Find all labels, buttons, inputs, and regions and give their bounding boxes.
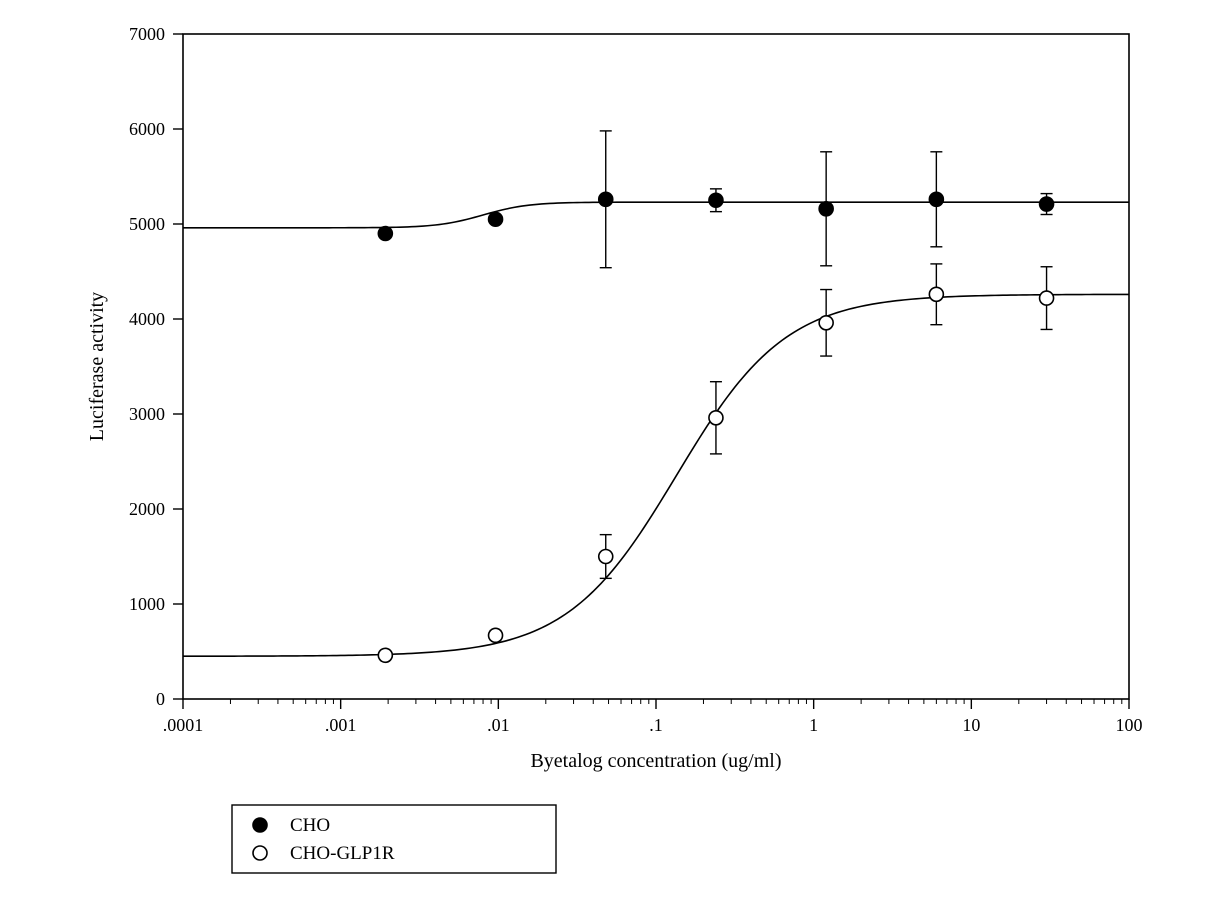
svg-text:2000: 2000 bbox=[129, 499, 165, 519]
svg-text:.0001: .0001 bbox=[163, 715, 204, 735]
svg-text:CHO: CHO bbox=[290, 815, 330, 836]
svg-text:1000: 1000 bbox=[129, 594, 165, 614]
svg-text:.001: .001 bbox=[325, 715, 357, 735]
svg-text:7000: 7000 bbox=[129, 24, 165, 44]
svg-text:Luciferase activity: Luciferase activity bbox=[86, 292, 108, 441]
svg-text:4000: 4000 bbox=[129, 309, 165, 329]
svg-text:.01: .01 bbox=[487, 715, 510, 735]
chart-svg: .0001 .001 .01 .1 1 10 100 Byetalog concentrati… bbox=[0, 0, 1223, 905]
svg-text:Byetalog concentration (ug/ml): Byetalog concentration (ug/ml) bbox=[530, 750, 781, 772]
svg-text:0: 0 bbox=[156, 689, 165, 709]
svg-text:6000: 6000 bbox=[129, 119, 165, 139]
svg-text:10: 10 bbox=[962, 715, 980, 735]
svg-text:1: 1 bbox=[809, 715, 818, 735]
svg-text:CHO-GLP1R: CHO-GLP1R bbox=[290, 843, 395, 864]
svg-text:.1: .1 bbox=[649, 715, 663, 735]
svg-text:5000: 5000 bbox=[129, 214, 165, 234]
svg-text:100: 100 bbox=[1116, 715, 1143, 735]
dose-response-chart: .0001 .001 .01 .1 1 10 100 Byetalog concentrati… bbox=[0, 0, 1223, 905]
svg-text:3000: 3000 bbox=[129, 404, 165, 424]
